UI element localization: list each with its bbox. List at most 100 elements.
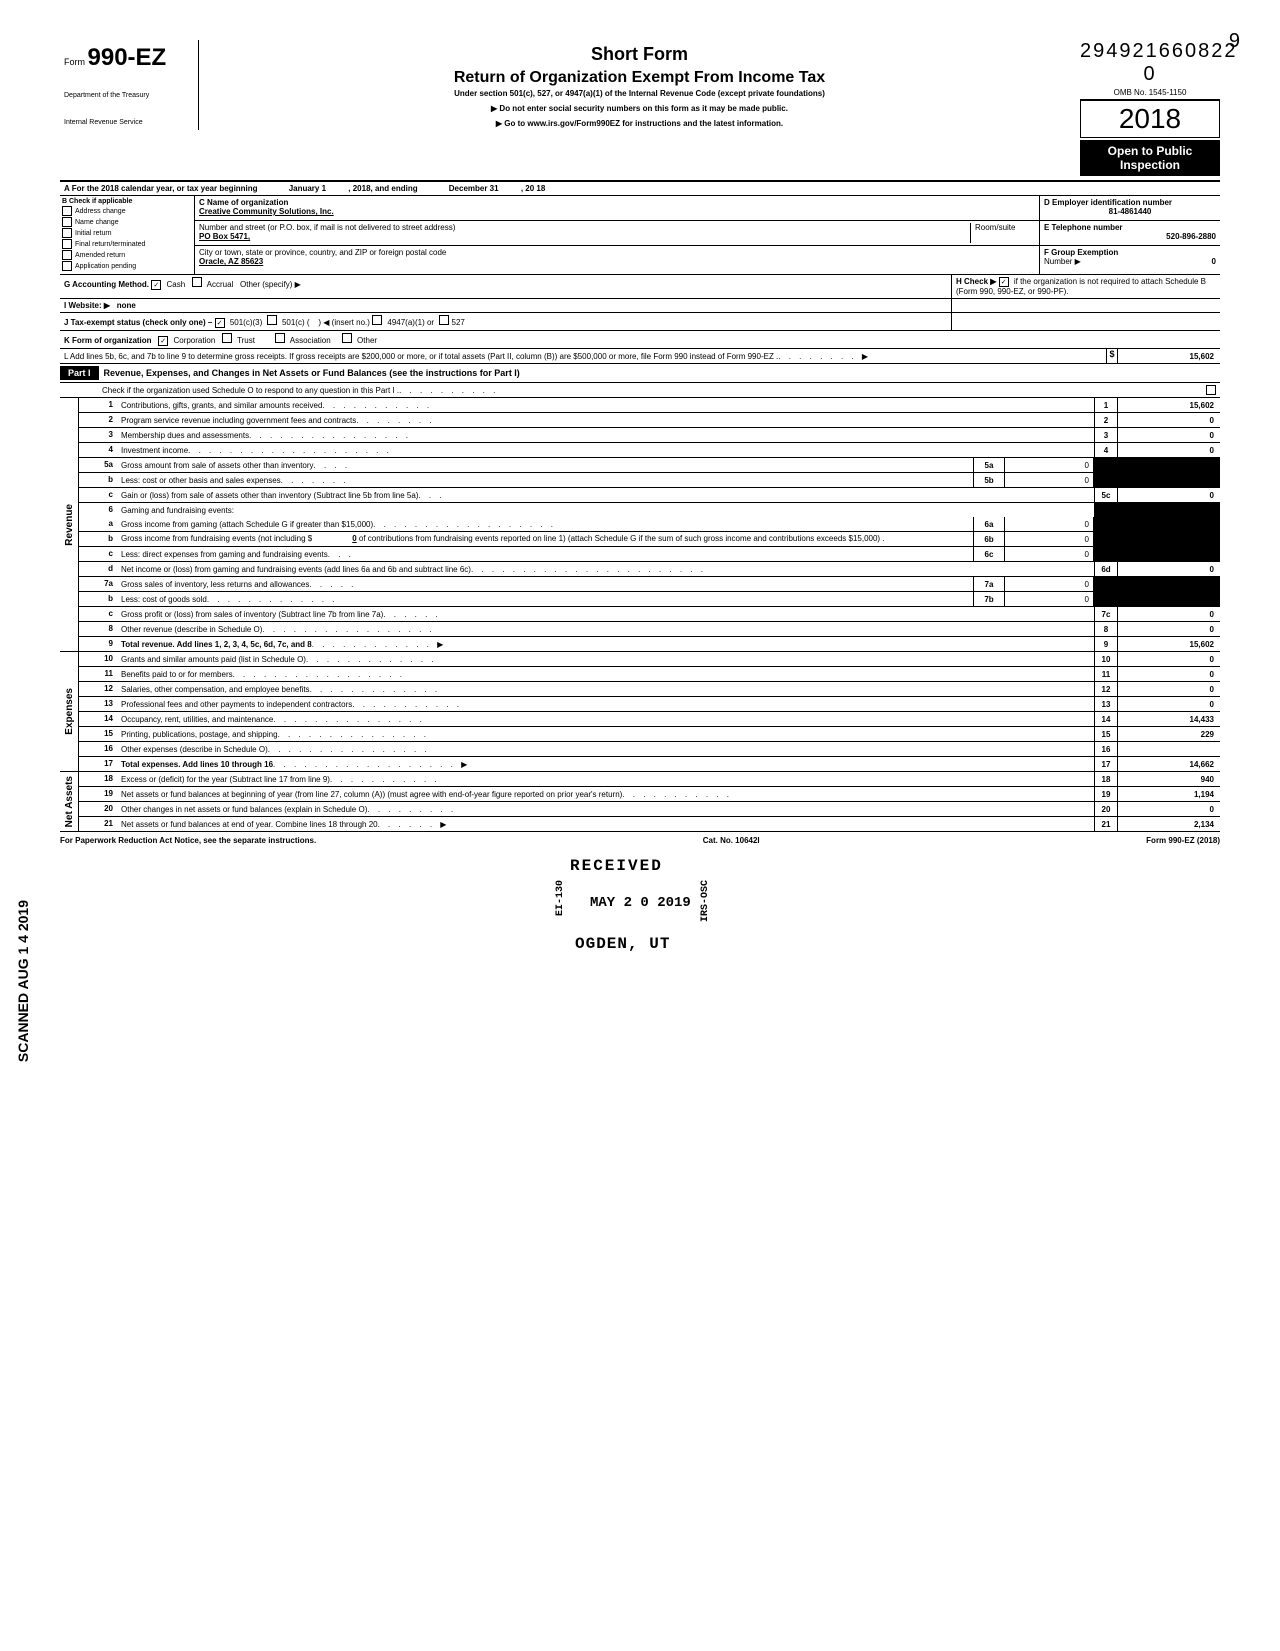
line-8: 8Other revenue (describe in Schedule O) …: [79, 622, 1220, 637]
j-501c3: 501(c)(3): [230, 318, 262, 327]
part1-check-row: Check if the organization used Schedule …: [60, 383, 1220, 398]
g-label: G Accounting Method.: [64, 280, 149, 289]
part1-check-text: Check if the organization used Schedule …: [102, 386, 399, 395]
line-7b-text: Less: cost of goods sold: [121, 595, 207, 604]
line-14-text: Occupancy, rent, utilities, and maintena…: [121, 715, 273, 724]
assoc-checkbox[interactable]: [275, 333, 285, 343]
line-20: 20Other changes in net assets or fund ba…: [79, 802, 1220, 817]
row-g: G Accounting Method. ✓ Cash Accrual Othe…: [60, 275, 1220, 299]
4947-checkbox[interactable]: [372, 315, 382, 325]
part1-title: Revenue, Expenses, and Changes in Net As…: [104, 368, 520, 378]
line-13-val: 0: [1117, 697, 1220, 711]
cash-checkbox[interactable]: ✓: [151, 280, 161, 290]
line-9-val: 15,602: [1117, 637, 1220, 651]
org-name-row: C Name of organization Creative Communit…: [195, 196, 1039, 221]
line-1-val: 15,602: [1117, 398, 1220, 412]
checkbox-icon[interactable]: [62, 217, 72, 227]
line-10-val: 0: [1117, 652, 1220, 666]
line-7a-subval: 0: [1005, 577, 1094, 591]
line-6-text: Gaming and fundraising events:: [121, 506, 234, 515]
line-18-text: Excess or (deficit) for the year (Subtra…: [121, 775, 330, 784]
checkbox-icon[interactable]: [62, 250, 72, 260]
room-label: Room/suite: [975, 223, 1035, 232]
line-6c: cLess: direct expenses from gaming and f…: [79, 547, 1220, 562]
line-20-text: Other changes in net assets or fund bala…: [121, 805, 367, 814]
accrual-checkbox[interactable]: [192, 277, 202, 287]
l-val: 15,602: [1117, 349, 1220, 363]
line-17-val: 14,662: [1117, 757, 1220, 771]
h-checkbox[interactable]: ✓: [999, 277, 1009, 287]
line-4-text: Investment income: [121, 446, 188, 455]
line-16-val: [1117, 742, 1220, 756]
k-other: Other: [357, 336, 377, 345]
line-5a: 5aGross amount from sale of assets other…: [79, 458, 1220, 473]
line-5a-text: Gross amount from sale of assets other t…: [121, 461, 314, 470]
e-label: E Telephone number: [1044, 223, 1216, 232]
k-label: K Form of organization: [64, 336, 152, 345]
scanned-stamp: SCANNED AUG 1 4 2019: [15, 900, 31, 1062]
line-10: 10Grants and similar amounts paid (list …: [79, 652, 1220, 667]
col-c: C Name of organization Creative Communit…: [195, 196, 1040, 274]
b-item-0: Address change: [75, 208, 126, 215]
other-checkbox[interactable]: [342, 333, 352, 343]
city: Oracle, AZ 85623: [199, 257, 1035, 266]
checkbox-icon[interactable]: [62, 228, 72, 238]
g-other: Other (specify) ▶: [240, 280, 301, 289]
line-6d: dNet income or (loss) from gaming and fu…: [79, 562, 1220, 577]
addr-label: Number and street (or P.O. box, if mail …: [199, 223, 970, 232]
line-8-val: 0: [1117, 622, 1220, 636]
f-label2: Number ▶: [1044, 257, 1081, 266]
f-label: F Group Exemption: [1044, 248, 1216, 257]
expenses-side-label: Expenses: [60, 652, 79, 772]
j-4947: 4947(a)(1) or: [387, 318, 434, 327]
line-6a: aGross income from gaming (attach Schedu…: [79, 517, 1220, 532]
row-a-year: , 20 18: [521, 184, 545, 193]
netassets-section: Net Assets 18Excess or (deficit) for the…: [60, 772, 1220, 832]
f-val: 0: [1212, 257, 1216, 266]
j-501c: 501(c) (: [282, 318, 310, 327]
trust-checkbox[interactable]: [222, 333, 232, 343]
line-5a-subval: 0: [1005, 458, 1094, 472]
line-3-text: Membership dues and assessments: [121, 431, 249, 440]
corp-checkbox[interactable]: ✓: [158, 336, 168, 346]
501c3-checkbox[interactable]: ✓: [215, 318, 225, 328]
dept-irs: Internal Revenue Service: [64, 119, 194, 126]
k-corp: Corporation: [173, 336, 215, 345]
checkbox-icon[interactable]: [62, 239, 72, 249]
city-row: City or town, state or province, country…: [195, 246, 1039, 270]
line-1: 1Contributions, gifts, grants, and simil…: [79, 398, 1220, 413]
b-item-5: Application pending: [75, 263, 136, 270]
line-6b: b Gross income from fundraising events (…: [79, 532, 1220, 547]
501c-checkbox[interactable]: [267, 315, 277, 325]
ein-row: D Employer identification number 81-4861…: [1040, 196, 1220, 221]
phone: 520-896-2880: [1044, 232, 1216, 241]
part1-label: Part I: [60, 366, 99, 380]
line-5c-val: 0: [1117, 488, 1220, 502]
revenue-section: Revenue 1Contributions, gifts, grants, a…: [60, 398, 1220, 652]
line-7b-subval: 0: [1005, 592, 1094, 606]
527-checkbox[interactable]: [439, 315, 449, 325]
row-a-label: A For the 2018 calendar year, or tax yea…: [64, 184, 258, 193]
cb-application-pending: Application pending: [62, 261, 192, 271]
line-5b-subval: 0: [1005, 473, 1094, 487]
part1-checkbox[interactable]: [1206, 385, 1216, 395]
j-527: 527: [452, 318, 465, 327]
cb-final-return: Final return/terminated: [62, 239, 192, 249]
subtitle: Under section 501(c), 527, or 4947(a)(1)…: [209, 89, 1070, 98]
checkbox-icon[interactable]: [62, 206, 72, 216]
row-j: J Tax-exempt status (check only one) – ✓…: [60, 313, 1220, 331]
line-19: 19Net assets or fund balances at beginni…: [79, 787, 1220, 802]
checkbox-icon[interactable]: [62, 261, 72, 271]
row-a-end: December 31: [449, 184, 499, 193]
line-19-text: Net assets or fund balances at beginning…: [121, 790, 622, 799]
cb-name-change: Name change: [62, 217, 192, 227]
line-19-val: 1,194: [1117, 787, 1220, 801]
b-item-1: Name change: [75, 219, 119, 226]
line-3: 3Membership dues and assessments . . . .…: [79, 428, 1220, 443]
line-6b-subval: 0: [1005, 532, 1094, 546]
line-5b-sub: 5b: [973, 473, 1005, 487]
line-10-text: Grants and similar amounts paid (list in…: [121, 655, 306, 664]
addr-row: Number and street (or P.O. box, if mail …: [195, 221, 1039, 246]
line-6d-text: Net income or (loss) from gaming and fun…: [121, 565, 471, 574]
part1-header: Part I Revenue, Expenses, and Changes in…: [60, 364, 1220, 383]
